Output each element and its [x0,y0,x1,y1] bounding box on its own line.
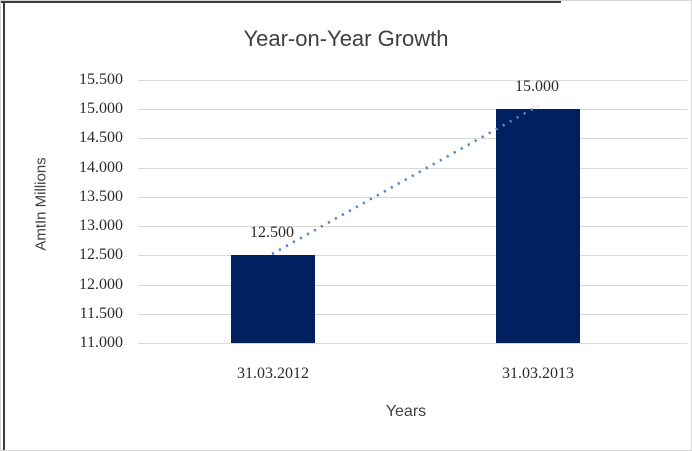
bar-2013 [496,109,580,343]
data-label-2012: 12.500 [250,224,294,241]
y-axis-tick-label: 12.000 [79,276,123,293]
gridline [138,109,687,110]
x-axis-title: Years [385,403,427,420]
gridline [138,197,687,198]
y-axis-tick-label: 11.500 [79,305,123,322]
y-axis-tick-label: 12.500 [79,246,123,263]
gridline [138,226,687,227]
y-axis-tick-label: 15.500 [79,71,123,88]
chart-border-left [3,1,5,450]
gridline [138,168,687,169]
x-axis-category-label: 31.03.2012 [237,365,309,382]
y-axis-title: AmtIn Millions [32,157,50,251]
data-label-2013: 15.000 [515,78,559,95]
y-axis-tick-label: 15.000 [79,100,123,117]
x-axis-category-label: 31.03.2013 [502,365,574,382]
y-axis-tick-label: 13.500 [79,188,123,205]
y-axis-tick-label: 14.000 [79,159,123,176]
y-axis-tick-label: 11.000 [79,334,123,351]
chart-border-top [1,1,561,3]
y-axis-tick-label: 14.500 [79,129,123,146]
gridline [138,138,687,139]
gridline [138,343,687,344]
gridline [138,255,687,256]
y-axis-tick-label: 13.000 [79,217,123,234]
gridline [138,285,687,286]
chart-title: Year-on-Year Growth [243,26,449,51]
gridline [138,314,687,315]
gridline [138,80,687,81]
bar-2012 [231,255,315,343]
